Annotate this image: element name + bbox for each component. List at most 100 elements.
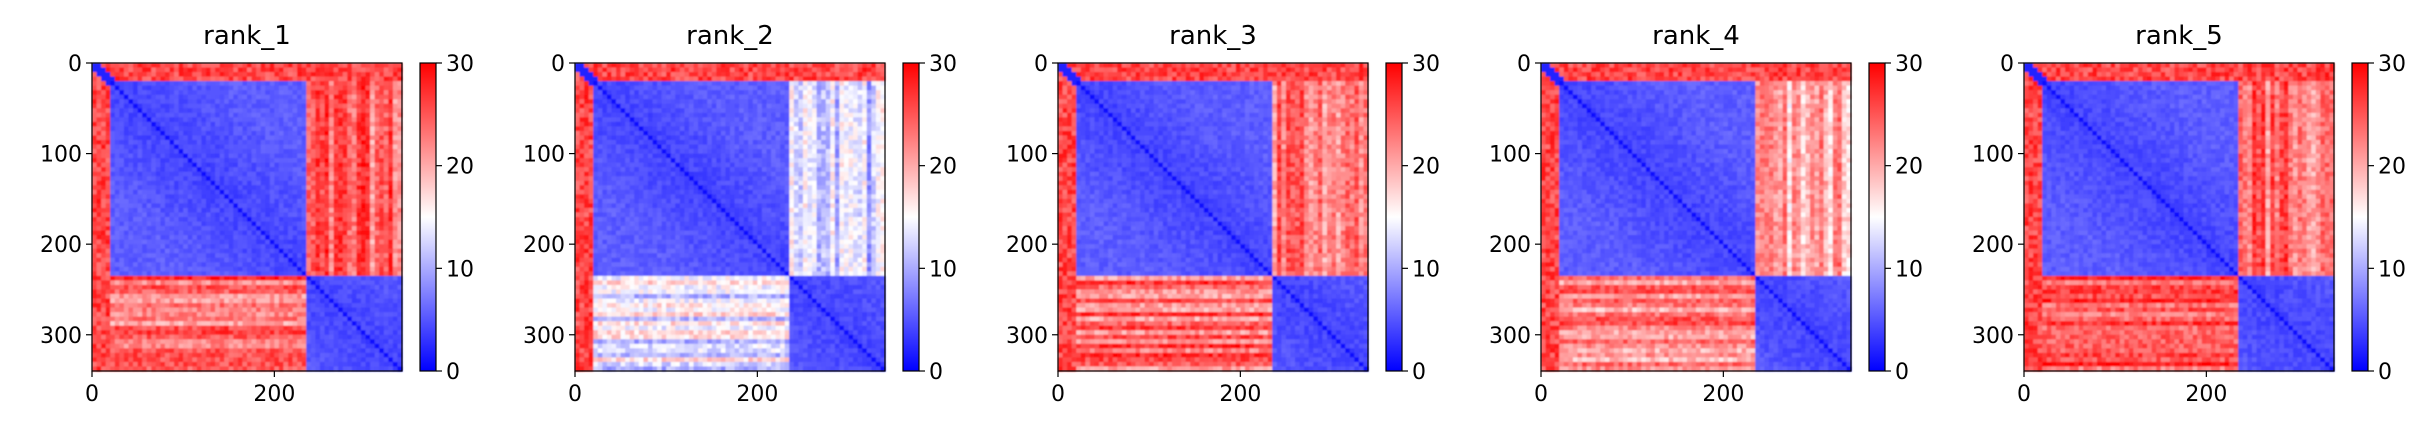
heatmap-cell xyxy=(775,76,781,82)
heatmap-cell xyxy=(219,289,225,295)
heatmap-cell xyxy=(283,94,289,100)
heatmap-cell xyxy=(310,63,316,69)
heatmap-cell xyxy=(329,153,335,159)
heatmap-cell xyxy=(392,171,399,177)
heatmap-cell xyxy=(297,348,303,354)
heatmap-cell xyxy=(192,239,198,245)
heatmap-cell xyxy=(101,167,107,173)
heatmap-cell xyxy=(383,348,389,354)
heatmap-cell xyxy=(351,185,358,191)
heatmap-cell xyxy=(370,339,376,345)
heatmap-cell xyxy=(397,280,403,286)
heatmap-cell xyxy=(96,343,102,349)
heatmap-cell xyxy=(265,103,271,109)
heatmap-cell xyxy=(606,72,613,78)
heatmap-cell xyxy=(183,217,189,223)
heatmap-cell xyxy=(606,67,613,73)
heatmap-cell xyxy=(256,271,262,277)
heatmap-cell xyxy=(757,63,763,69)
heatmap-cell xyxy=(128,226,134,232)
heatmap-cell xyxy=(283,248,289,254)
heatmap-cell xyxy=(192,121,198,128)
heatmap-cell xyxy=(333,144,339,150)
heatmap-cell xyxy=(365,194,371,200)
heatmap-cell xyxy=(187,140,193,146)
heatmap-cell xyxy=(260,307,266,313)
heatmap-cell xyxy=(228,257,234,263)
heatmap-cell xyxy=(319,294,326,300)
heatmap-cell xyxy=(351,334,358,340)
heatmap-cell xyxy=(228,303,234,309)
heatmap-cell xyxy=(329,357,335,363)
heatmap-cell xyxy=(169,266,175,272)
heatmap-cell xyxy=(187,253,193,259)
heatmap-cell xyxy=(101,90,107,96)
heatmap-cell xyxy=(260,235,266,241)
heatmap-cell xyxy=(96,140,102,146)
heatmap-cell xyxy=(379,112,385,118)
heatmap-cell xyxy=(160,303,166,309)
heatmap-cell xyxy=(839,81,845,87)
heatmap-cell xyxy=(816,76,822,82)
heatmap-cell xyxy=(370,121,376,128)
heatmap-cell xyxy=(151,112,157,118)
heatmap-cell xyxy=(228,144,234,150)
heatmap-cell xyxy=(137,162,143,168)
heatmap-cell xyxy=(219,171,225,177)
heatmap-cell xyxy=(260,284,266,291)
heatmap-cell xyxy=(283,312,289,318)
heatmap-cell xyxy=(205,316,212,322)
heatmap-cell xyxy=(151,280,157,286)
heatmap-cell xyxy=(397,108,403,114)
heatmap-cell xyxy=(237,189,244,195)
heatmap-cell xyxy=(96,280,102,286)
heatmap-cell xyxy=(205,343,212,349)
heatmap-cell xyxy=(265,257,271,263)
heatmap-cell xyxy=(101,271,107,277)
heatmap-cell xyxy=(169,284,175,291)
heatmap-cell xyxy=(205,244,212,250)
heatmap-cell xyxy=(342,235,348,241)
heatmap-cell xyxy=(306,63,312,69)
heatmap-cell xyxy=(278,149,285,155)
heatmap-cell xyxy=(310,343,316,349)
heatmap-cell xyxy=(133,90,139,96)
heatmap-cell xyxy=(247,339,253,345)
heatmap-cell xyxy=(392,239,399,245)
heatmap-cell xyxy=(379,149,385,155)
heatmap-cell xyxy=(114,153,120,159)
heatmap-cell xyxy=(347,339,353,345)
heatmap-cell xyxy=(164,167,171,173)
heatmap-cell xyxy=(233,158,239,164)
heatmap-cell xyxy=(160,121,166,128)
heatmap-cell xyxy=(333,289,339,295)
heatmap-cell xyxy=(174,321,180,327)
heatmap-cell xyxy=(333,343,339,349)
heatmap-cell xyxy=(142,266,148,272)
heatmap-cell xyxy=(119,266,125,272)
heatmap-cell xyxy=(265,357,271,363)
heatmap-cell xyxy=(178,244,184,250)
heatmap-cell xyxy=(169,271,175,277)
heatmap-cell xyxy=(160,112,166,118)
heatmap-cell xyxy=(356,325,362,331)
heatmap-cell xyxy=(315,266,321,272)
heatmap-cell xyxy=(793,72,799,78)
heatmap-cell xyxy=(260,135,266,141)
heatmap-cell xyxy=(379,162,385,168)
heatmap-cell xyxy=(205,248,212,254)
heatmap-cell xyxy=(251,103,257,109)
heatmap-cell xyxy=(196,63,203,69)
heatmap-cell xyxy=(342,303,348,309)
heatmap-cell xyxy=(315,257,321,263)
heatmap-cell xyxy=(360,334,367,340)
heatmap-cell xyxy=(329,271,335,277)
heatmap-cell xyxy=(215,108,221,114)
heatmap-cell xyxy=(324,339,330,345)
heatmap-cell xyxy=(133,94,139,100)
heatmap-cell xyxy=(397,180,403,186)
heatmap-cell xyxy=(123,140,130,146)
heatmap-cell xyxy=(105,176,111,182)
heatmap-cell xyxy=(178,366,184,372)
heatmap-cell xyxy=(324,117,330,123)
